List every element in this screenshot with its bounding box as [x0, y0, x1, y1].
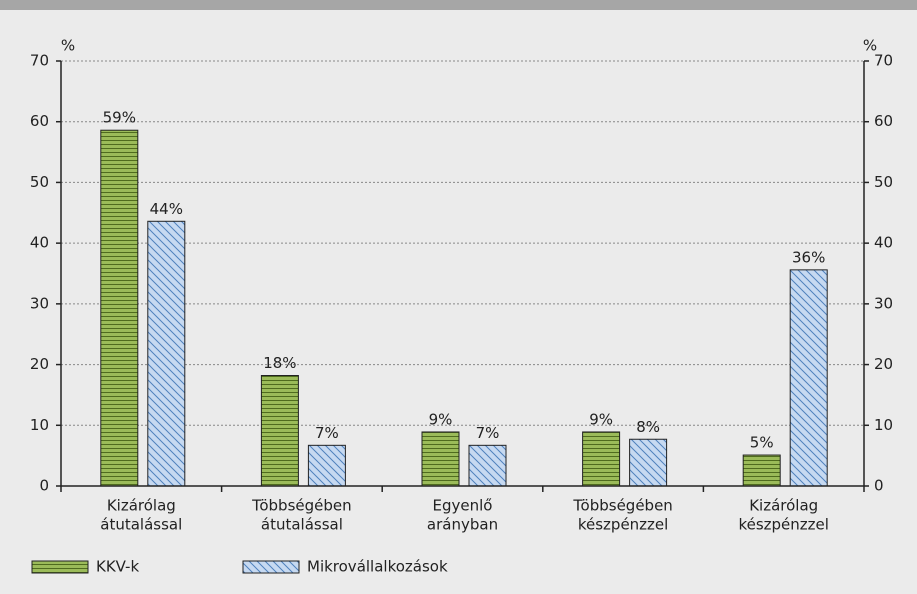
y2-tick-label: 0: [874, 477, 884, 495]
value-label: 5%: [750, 434, 774, 452]
legend-label: KKV-k: [96, 558, 139, 576]
value-label: 7%: [315, 424, 339, 442]
x-tick-label: átutalással: [261, 516, 343, 534]
bar: [100, 129, 139, 487]
value-label: 7%: [476, 424, 500, 442]
bar: [307, 444, 346, 487]
value-label: 59%: [103, 109, 136, 127]
y2-tick-label: 40: [874, 234, 893, 252]
y-tick-label: 50: [30, 173, 49, 191]
x-tick-label: készpénzzel: [738, 516, 828, 534]
y2-tick-label: 70: [874, 52, 893, 70]
x-tick-label: átutalással: [100, 516, 182, 534]
x-tick-label: Többségében: [251, 497, 351, 515]
bar: [789, 269, 828, 487]
x-tick-label: Kizárólag: [749, 497, 818, 515]
y2-tick-label: 50: [874, 173, 893, 191]
y2-tick-label: 10: [874, 416, 893, 434]
y2-tick-label: 20: [874, 355, 893, 373]
value-label: 9%: [429, 410, 453, 428]
y-tick-label: 40: [30, 234, 49, 252]
y-tick-label: 20: [30, 355, 49, 373]
x-tick-label: arányban: [427, 516, 498, 534]
y-tick-label: 60: [30, 112, 49, 130]
bar: [629, 438, 668, 487]
x-tick-label: Kizárólag: [107, 497, 176, 515]
value-label: 44%: [150, 200, 183, 218]
value-label: 8%: [636, 418, 660, 436]
bar: [742, 454, 781, 487]
bar: [421, 431, 460, 487]
x-tick-label: Többségében: [572, 497, 672, 515]
top-band: [0, 0, 917, 10]
y-unit: %: [61, 37, 75, 55]
legend-swatch: [242, 560, 300, 574]
value-label: 18%: [263, 354, 296, 372]
y2-tick-label: 60: [874, 112, 893, 130]
y2-tick-label: 30: [874, 294, 893, 312]
bar: [147, 220, 186, 487]
y-tick-label: 0: [39, 477, 49, 495]
x-tick-label: Egyenlő: [433, 497, 493, 515]
x-tick-label: készpénzzel: [578, 516, 668, 534]
bar: [582, 431, 621, 487]
bar: [260, 375, 299, 487]
legend-swatch: [31, 560, 89, 574]
y-tick-label: 30: [30, 294, 49, 312]
value-label: 36%: [792, 248, 825, 266]
y2-unit: %: [863, 37, 877, 55]
bar: [468, 444, 507, 487]
legend-label: Mikrovállalkozások: [307, 558, 448, 576]
y-tick-label: 70: [30, 52, 49, 70]
y-tick-label: 10: [30, 416, 49, 434]
value-label: 9%: [589, 410, 613, 428]
